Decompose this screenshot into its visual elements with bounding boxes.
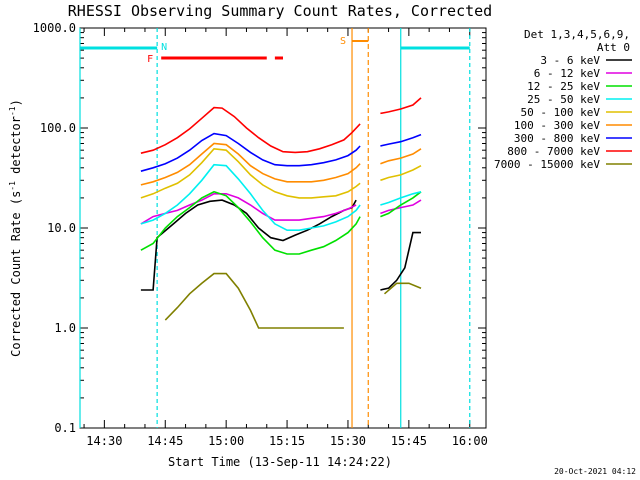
series-line-25_50keV bbox=[140, 163, 361, 231]
series-line-6_12keV bbox=[140, 193, 357, 225]
y-axis-label-sup2: -1 bbox=[8, 106, 17, 116]
series-line-12_25keV-2 bbox=[380, 191, 422, 218]
legend-label: 50 - 100 keV bbox=[521, 106, 601, 119]
y-tick-label: 1.0 bbox=[54, 321, 76, 335]
series-line-50_100keV-2 bbox=[380, 164, 422, 182]
y-axis-label-end: ) bbox=[9, 99, 23, 106]
series-line-7000_15000keV bbox=[164, 272, 344, 329]
x-axis: 14:30 14:45 15:00 15:15 15:30 15:45 16:00 bbox=[83, 28, 488, 448]
series-line-6_12keV-2 bbox=[380, 199, 422, 215]
legend-label: 6 - 12 keV bbox=[534, 67, 601, 80]
series-line-50_100keV bbox=[140, 147, 361, 199]
series-line-3_6keV-2 bbox=[380, 231, 421, 291]
legend-label: 25 - 50 keV bbox=[527, 93, 600, 106]
series-line-100_300keV bbox=[140, 142, 361, 186]
x-tick-label: 15:00 bbox=[208, 434, 244, 448]
legend-label: 800 - 7000 keV bbox=[507, 145, 600, 158]
x-tick-label: 15:30 bbox=[330, 434, 366, 448]
legend-header-1: Det 1,3,4,5,6,9, bbox=[524, 28, 630, 41]
series-line-300_800keV-2 bbox=[380, 133, 422, 147]
series-line-300_800keV bbox=[140, 132, 361, 172]
y-axis: 0.1 1.0 10.0 100.0 1000.0 bbox=[33, 21, 486, 435]
x-tick-label: 14:30 bbox=[86, 434, 122, 448]
y-tick-label: 0.1 bbox=[54, 421, 76, 435]
annotation-label: F bbox=[147, 54, 153, 65]
series-line-800_7000keV-2 bbox=[380, 97, 422, 115]
series-line-800_7000keV bbox=[140, 106, 361, 154]
x-axis-label: Start Time (13-Sep-11 14:24:22) bbox=[168, 455, 392, 469]
series-line-100_300keV-2 bbox=[380, 148, 422, 165]
series-layer bbox=[140, 97, 422, 329]
annotation-label: S bbox=[340, 36, 346, 47]
legend-label: 3 - 6 keV bbox=[540, 54, 600, 67]
x-tick-label: 15:15 bbox=[269, 434, 305, 448]
y-axis-label-mid: detector bbox=[9, 116, 23, 181]
x-tick-label: 16:00 bbox=[452, 434, 488, 448]
annotation-layer: NF S bbox=[79, 28, 471, 428]
series-line-25_50keV-2 bbox=[380, 191, 422, 206]
y-axis-label: Corrected Count Rate (s-1 detector-1) bbox=[8, 99, 23, 357]
y-axis-label-sup1: -1 bbox=[8, 181, 17, 191]
legend-label: 7000 - 15000 keV bbox=[494, 158, 600, 171]
annotation-label: N bbox=[161, 42, 167, 53]
x-tick-label: 15:45 bbox=[391, 434, 427, 448]
series-line-3_6keV bbox=[140, 199, 357, 291]
x-tick-label: 14:45 bbox=[147, 434, 183, 448]
series-line-12_25keV bbox=[140, 190, 361, 255]
y-tick-label: 100.0 bbox=[40, 121, 76, 135]
legend-header-2: Att 0 bbox=[597, 41, 630, 54]
y-tick-label: 1000.0 bbox=[33, 21, 76, 35]
legend-label: 300 - 800 keV bbox=[514, 132, 600, 145]
footer-timestamp: 20-Oct-2021 04:12 bbox=[554, 467, 636, 476]
legend-label: 100 - 300 keV bbox=[514, 119, 600, 132]
y-tick-label: 10.0 bbox=[47, 221, 76, 235]
chart-title: RHESSI Observing Summary Count Rates, Co… bbox=[68, 2, 492, 20]
y-axis-label-main: Corrected Count Rate (s bbox=[9, 191, 23, 357]
series-line-7000_15000keV-2 bbox=[383, 282, 422, 295]
legend-label: 12 - 25 keV bbox=[527, 80, 600, 93]
